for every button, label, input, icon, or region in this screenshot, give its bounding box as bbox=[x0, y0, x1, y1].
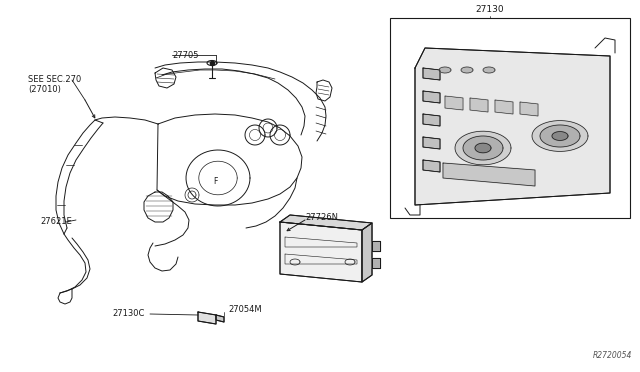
Text: 27130: 27130 bbox=[476, 5, 504, 14]
Polygon shape bbox=[415, 48, 610, 205]
Text: 27621E: 27621E bbox=[40, 218, 72, 227]
Polygon shape bbox=[483, 67, 495, 73]
Polygon shape bbox=[463, 136, 503, 160]
Polygon shape bbox=[423, 91, 440, 103]
Polygon shape bbox=[423, 114, 440, 126]
Text: R2720054: R2720054 bbox=[593, 351, 632, 360]
Text: 27130C: 27130C bbox=[113, 310, 145, 318]
Polygon shape bbox=[423, 160, 440, 172]
Text: 27054M: 27054M bbox=[228, 305, 262, 314]
Text: F: F bbox=[213, 177, 217, 186]
Polygon shape bbox=[280, 215, 372, 230]
Polygon shape bbox=[423, 68, 440, 80]
Polygon shape bbox=[216, 315, 224, 322]
Polygon shape bbox=[372, 241, 380, 251]
Polygon shape bbox=[532, 121, 588, 151]
Text: 27726N: 27726N bbox=[305, 214, 338, 222]
Polygon shape bbox=[198, 312, 216, 324]
Polygon shape bbox=[280, 222, 362, 282]
Polygon shape bbox=[461, 67, 473, 73]
Polygon shape bbox=[475, 143, 491, 153]
Polygon shape bbox=[445, 96, 463, 110]
Polygon shape bbox=[423, 137, 440, 149]
Polygon shape bbox=[540, 125, 580, 147]
Polygon shape bbox=[552, 132, 568, 140]
Bar bbox=[390, 18, 630, 218]
Polygon shape bbox=[470, 98, 488, 112]
Polygon shape bbox=[372, 258, 380, 268]
Polygon shape bbox=[439, 67, 451, 73]
Polygon shape bbox=[495, 100, 513, 114]
Text: 27705: 27705 bbox=[172, 51, 198, 60]
Polygon shape bbox=[443, 163, 535, 186]
Polygon shape bbox=[362, 223, 372, 282]
Polygon shape bbox=[455, 131, 511, 165]
Text: SEE SEC.270
(27010): SEE SEC.270 (27010) bbox=[28, 75, 81, 94]
Polygon shape bbox=[520, 102, 538, 116]
